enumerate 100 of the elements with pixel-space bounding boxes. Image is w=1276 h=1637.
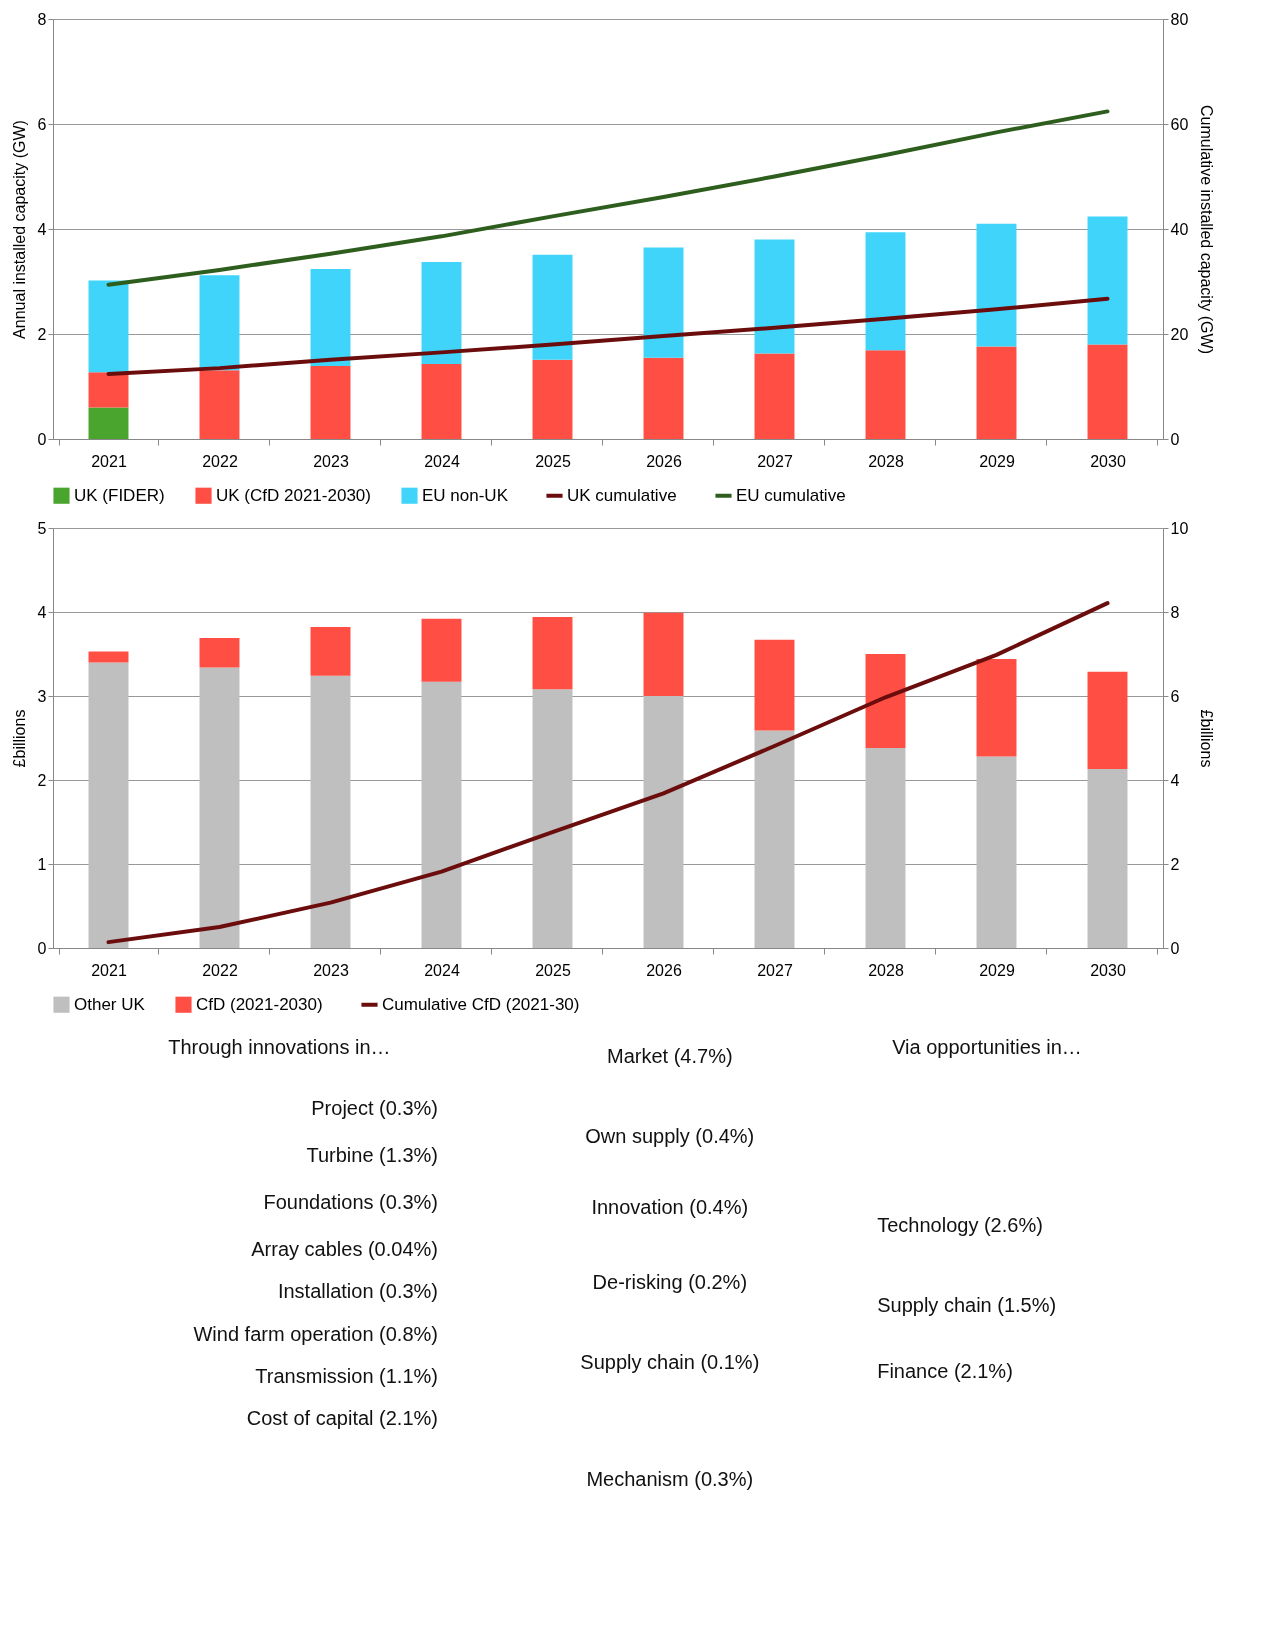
y-tick-label: 0	[37, 939, 47, 957]
y2-tick-label: 6	[1170, 687, 1180, 705]
x-tick-label: 2025	[535, 961, 571, 979]
bar	[754, 730, 795, 948]
bar	[421, 681, 462, 948]
bar	[532, 359, 573, 439]
bar	[532, 254, 573, 360]
x-tick-label: 2027	[757, 961, 793, 979]
x-tick-label: 2029	[979, 961, 1015, 979]
bar	[1087, 216, 1128, 345]
x-tick-label: 2028	[868, 452, 904, 470]
legend-label: EU cumulative	[736, 485, 846, 505]
line-series	[106, 296, 1110, 376]
x-tick-label: 2025	[535, 452, 571, 470]
legend-label: CfD (2021-2030)	[196, 994, 323, 1014]
text: Transmission (1.1%)	[255, 1364, 438, 1387]
bar	[643, 612, 684, 696]
text: Mechanism (0.3%)	[586, 1468, 754, 1491]
x-tick-label: 2024	[424, 452, 460, 470]
bar	[754, 639, 795, 731]
x-tick-label: 2023	[313, 961, 349, 979]
text: Array cables (0.04%)	[251, 1237, 438, 1260]
legend-label: EU non-UK	[422, 485, 509, 505]
bar	[643, 357, 684, 439]
text: Innovation (0.4%)	[591, 1195, 749, 1218]
y2-axis-title: £billions	[1198, 709, 1216, 768]
legend-label: UK (FIDER)	[74, 485, 165, 505]
bar	[421, 618, 462, 682]
x-tick-label: 2030	[1090, 961, 1126, 979]
y2-tick-label: 2	[1170, 855, 1180, 873]
text: Project (0.3%)	[311, 1096, 438, 1119]
y2-tick-label: 20	[1170, 325, 1189, 343]
x-tick-label: 2022	[202, 452, 238, 470]
bar	[976, 659, 1017, 757]
x-tick-label: 2023	[313, 452, 349, 470]
y-tick-label: 2	[37, 325, 47, 343]
y2-tick-label: 60	[1170, 115, 1189, 133]
bar	[310, 675, 351, 948]
y-tick-label: 5	[37, 519, 47, 537]
y2-tick-label: 80	[1170, 10, 1189, 28]
text: Installation (0.3%)	[277, 1280, 438, 1303]
y2-axis-title: Cumulative installed capacity (GW)	[1198, 105, 1216, 354]
y2-tick-label: 0	[1170, 430, 1180, 448]
bar	[754, 353, 795, 439]
text: Turbine (1.3%)	[306, 1143, 438, 1166]
y-tick-label: 4	[37, 603, 47, 621]
bar	[976, 756, 1017, 948]
bar	[1087, 671, 1128, 770]
x-tick-label: 2021	[91, 961, 127, 979]
bar	[88, 407, 129, 439]
text: Finance (2.1%)	[877, 1360, 1013, 1383]
legend-label: UK cumulative	[567, 485, 677, 505]
x-tick-label: 2030	[1090, 452, 1126, 470]
legend-label: Cumulative CfD (2021-30)	[382, 994, 580, 1014]
bar	[199, 370, 240, 439]
bar	[310, 366, 351, 439]
y2-tick-label: 4	[1170, 771, 1180, 789]
text: Foundations (0.3%)	[263, 1190, 438, 1213]
text: Cost of capital (2.1%)	[246, 1407, 438, 1430]
text: Own supply (0.4%)	[585, 1125, 755, 1148]
bar	[1087, 344, 1128, 439]
bar	[976, 223, 1017, 347]
x-tick-label: 2026	[646, 961, 682, 979]
x-tick-label: 2022	[202, 961, 238, 979]
text: Market (4.7%)	[607, 1045, 733, 1068]
bar	[310, 268, 351, 367]
y-tick-label: 4	[37, 220, 47, 238]
text: Supply chain (0.1%)	[580, 1350, 760, 1373]
y2-tick-label: 10	[1170, 519, 1189, 537]
bar	[421, 363, 462, 439]
text: Wind farm operation (0.8%)	[193, 1322, 438, 1345]
bar	[199, 667, 240, 948]
x-tick-label: 2027	[757, 452, 793, 470]
text: Through innovations in…	[168, 1035, 391, 1058]
y-tick-label: 3	[37, 687, 47, 705]
bar	[976, 346, 1017, 439]
y2-tick-label: 8	[1170, 603, 1180, 621]
bar	[532, 689, 573, 948]
bar	[643, 696, 684, 948]
bar	[88, 662, 129, 948]
bar	[865, 232, 906, 351]
bar	[421, 262, 462, 364]
bar	[88, 651, 129, 663]
y-tick-label: 8	[37, 10, 47, 28]
bar	[865, 350, 906, 439]
bar	[310, 627, 351, 676]
line-series	[106, 601, 1110, 945]
bar	[865, 654, 906, 749]
y-axis-title: £billions	[10, 709, 28, 768]
legend-label: Other UK	[74, 994, 146, 1014]
x-tick-label: 2021	[91, 452, 127, 470]
bar	[643, 247, 684, 358]
y-tick-label: 0	[37, 430, 47, 448]
bar	[754, 239, 795, 354]
y-axis-title: Annual installed capacity (GW)	[10, 120, 28, 339]
legend-label: UK (CfD 2021-2030)	[216, 485, 371, 505]
bar	[865, 748, 906, 948]
bar	[199, 638, 240, 668]
bar	[532, 617, 573, 690]
bar	[199, 275, 240, 371]
